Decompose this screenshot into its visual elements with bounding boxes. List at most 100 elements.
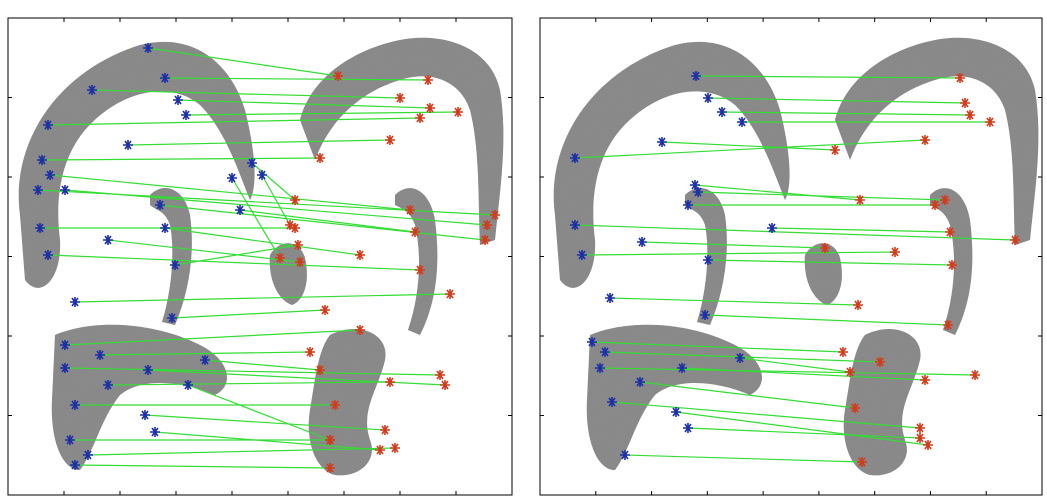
keypoint-marker: [60, 340, 70, 350]
keypoint-marker: [257, 170, 267, 180]
keypoint-marker: [703, 93, 713, 103]
keypoint-marker: [37, 155, 47, 165]
keypoint-marker: [355, 250, 365, 260]
keypoint-marker: [385, 377, 395, 387]
keypoint-marker: [103, 380, 113, 390]
keypoint-marker: [965, 110, 975, 120]
keypoint-marker: [70, 297, 80, 307]
keypoint-marker: [167, 313, 177, 323]
keypoint-marker: [1010, 235, 1020, 245]
keypoint-marker: [657, 137, 667, 147]
keypoint-marker: [945, 227, 955, 237]
keypoint-marker: [143, 365, 153, 375]
keypoint-marker: [170, 260, 180, 270]
keypoint-marker: [820, 243, 830, 253]
keypoint-marker: [183, 380, 193, 390]
keypoint-marker: [671, 407, 681, 417]
keypoint-marker: [33, 185, 43, 195]
keypoint-marker: [43, 120, 53, 130]
keypoint-marker: [103, 235, 113, 245]
keypoint-marker: [293, 240, 303, 250]
keypoint-marker: [380, 425, 390, 435]
keypoint-marker: [390, 443, 400, 453]
keypoint-marker: [683, 423, 693, 433]
keypoint-marker: [415, 265, 425, 275]
keypoint-marker: [570, 220, 580, 230]
keypoint-marker: [395, 93, 405, 103]
keypoint-marker: [425, 103, 435, 113]
keypoint-marker: [691, 71, 701, 81]
keypoint-marker: [60, 185, 70, 195]
keypoint-marker: [480, 235, 490, 245]
keypoint-marker: [290, 195, 300, 205]
keypoint-marker: [325, 435, 335, 445]
keypoint-marker: [247, 158, 257, 168]
matching-figure: [0, 0, 1047, 498]
keypoint-marker: [95, 350, 105, 360]
keypoint-marker: [173, 95, 183, 105]
keypoint-marker: [830, 145, 840, 155]
keypoint-marker: [181, 110, 191, 120]
keypoint-marker: [947, 260, 957, 270]
keypoint-marker: [440, 380, 450, 390]
keypoint-marker: [605, 293, 615, 303]
keypoint-marker: [853, 300, 863, 310]
keypoint-marker: [587, 337, 597, 347]
keypoint-marker: [920, 375, 930, 385]
keypoint-marker: [855, 195, 865, 205]
keypoint-marker: [285, 220, 295, 230]
keypoint-marker: [850, 403, 860, 413]
keypoint-marker: [735, 353, 745, 363]
keypoint-marker: [845, 367, 855, 377]
keypoint-marker: [315, 153, 325, 163]
keypoint-marker: [65, 435, 75, 445]
keypoint-marker: [330, 400, 340, 410]
keypoint-marker: [683, 200, 693, 210]
keypoint-marker: [43, 250, 53, 260]
keypoint-marker: [915, 423, 925, 433]
keypoint-marker: [600, 347, 610, 357]
keypoint-marker: [453, 107, 463, 117]
keypoint-marker: [160, 73, 170, 83]
keypoint-marker: [410, 227, 420, 237]
keypoint-marker: [700, 310, 710, 320]
keypoint-marker: [35, 223, 45, 233]
keypoint-marker: [690, 180, 700, 190]
keypoint-marker: [875, 357, 885, 367]
keypoint-marker: [607, 397, 617, 407]
keypoint-marker: [570, 153, 580, 163]
keypoint-marker: [295, 257, 305, 267]
keypoint-marker: [155, 200, 165, 210]
keypoint-marker: [235, 205, 245, 215]
keypoint-marker: [970, 370, 980, 380]
keypoint-marker: [45, 170, 55, 180]
keypoint-marker: [445, 289, 455, 299]
keypoint-marker: [435, 370, 445, 380]
keypoint-marker: [620, 450, 630, 460]
keypoint-marker: [943, 320, 953, 330]
keypoint-marker: [160, 223, 170, 233]
keypoint-marker: [985, 117, 995, 127]
keypoint-marker: [767, 223, 777, 233]
keypoint-marker: [143, 43, 153, 53]
keypoint-marker: [355, 325, 365, 335]
keypoint-marker: [123, 140, 133, 150]
keypoint-marker: [960, 98, 970, 108]
keypoint-marker: [930, 200, 940, 210]
keypoint-marker: [140, 410, 150, 420]
keypoint-marker: [955, 73, 965, 83]
keypoint-marker: [150, 427, 160, 437]
keypoint-marker: [577, 250, 587, 260]
keypoint-marker: [227, 173, 237, 183]
keypoint-marker: [87, 85, 97, 95]
keypoint-marker: [677, 363, 687, 373]
keypoint-marker: [325, 463, 335, 473]
right-panel: [540, 18, 1042, 495]
keypoint-marker: [275, 253, 285, 263]
keypoint-marker: [915, 433, 925, 443]
keypoint-marker: [415, 113, 425, 123]
keypoint-marker: [60, 363, 70, 373]
keypoint-marker: [70, 460, 80, 470]
keypoint-marker: [385, 135, 395, 145]
keypoint-marker: [838, 347, 848, 357]
